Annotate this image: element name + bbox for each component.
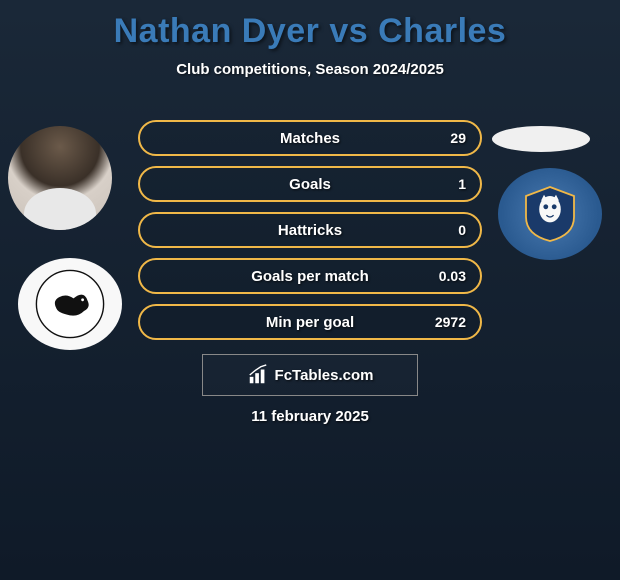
chart-icon — [247, 364, 269, 386]
stat-label: Goals — [289, 176, 331, 193]
stat-right-value: 1 — [458, 176, 466, 192]
sheffield-wednesday-badge-icon — [520, 184, 580, 244]
player-left-club-badge — [18, 258, 122, 350]
stat-label: Hattricks — [278, 222, 342, 239]
player-right-club-badge — [498, 168, 602, 260]
subtitle: Club competitions, Season 2024/2025 — [0, 61, 620, 78]
stat-row-goals-per-match: Goals per match 0.03 — [138, 258, 482, 294]
player-left-avatar — [8, 126, 112, 230]
date-text: 11 february 2025 — [0, 408, 620, 425]
page-title: Nathan Dyer vs Charles — [0, 0, 620, 51]
stat-row-min-per-goal: Min per goal 2972 — [138, 304, 482, 340]
stat-label: Goals per match — [251, 268, 369, 285]
stat-label: Matches — [280, 130, 340, 147]
stat-row-hattricks: Hattricks 0 — [138, 212, 482, 248]
stat-row-goals: Goals 1 — [138, 166, 482, 202]
stat-right-value: 2972 — [435, 314, 466, 330]
stat-right-value: 29 — [450, 130, 466, 146]
stats-container: Matches 29 Goals 1 Hattricks 0 Goals per… — [138, 120, 482, 350]
stat-row-matches: Matches 29 — [138, 120, 482, 156]
player-right-avatar-placeholder — [492, 126, 590, 152]
stat-label: Min per goal — [266, 314, 354, 331]
watermark-text: FcTables.com — [275, 367, 374, 384]
stat-right-value: 0.03 — [439, 268, 466, 284]
watermark: FcTables.com — [202, 354, 418, 396]
swansea-badge-icon — [35, 269, 105, 339]
stat-right-value: 0 — [458, 222, 466, 238]
